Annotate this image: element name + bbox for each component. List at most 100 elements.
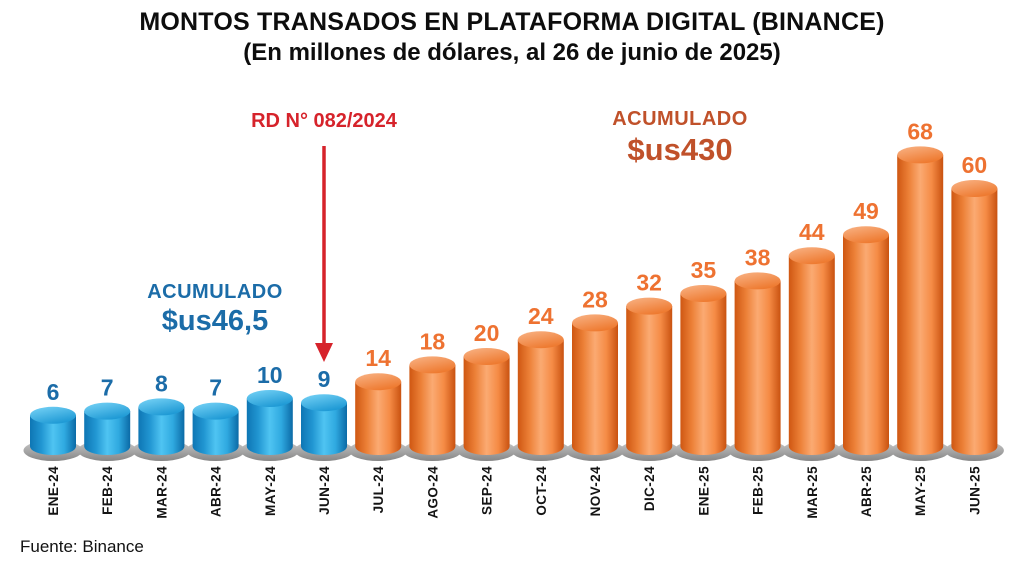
bar-value-label: 28 (582, 286, 608, 312)
bar-cylinder-body (680, 293, 727, 455)
bar-sep-24: 20 SEP-24 (457, 320, 517, 515)
bar-month-label: FEB-25 (751, 466, 766, 515)
bar-cylinder-body (301, 402, 347, 455)
bar-value-label: 10 (257, 362, 283, 388)
bar-value-label: 8 (155, 370, 168, 396)
bar-cylinder-body (138, 406, 185, 455)
bar-cylinder-body (517, 339, 564, 455)
accumulated-blue-annotation: ACUMULADO $us46,5 (95, 281, 335, 338)
bar-value-label: 24 (528, 303, 554, 329)
decree-annotation: RD N° 082/2024 (251, 110, 397, 132)
bar-value-label: 49 (853, 198, 879, 224)
bar-may-25: 68 MAY-25 (890, 118, 950, 516)
bar-oct-24: 24 OCT-24 (511, 303, 571, 516)
bar-month-label: OCT-24 (534, 466, 549, 516)
bar-cylinder-body (788, 255, 835, 455)
accumulated-orange-label: ACUMULADO (612, 108, 748, 130)
bar-cylinder-body (951, 188, 998, 455)
bar-cylinder-body (30, 415, 76, 455)
bar-cylinder-top (355, 373, 402, 391)
bar-cylinder-body (897, 154, 944, 455)
bar-cylinder-top (463, 348, 510, 365)
bar-value-label: 60 (962, 152, 988, 178)
bar-cylinder-top (680, 285, 727, 302)
bar-abr-25: 49 ABR-25 (836, 198, 896, 517)
bar-value-label: 44 (799, 219, 825, 245)
bar-cylinder-top (517, 331, 564, 349)
bar-cylinder-body (84, 411, 131, 455)
bar-value-label: 38 (745, 244, 771, 270)
bar-month-label: AGO-24 (425, 466, 440, 519)
bar-cylinder-top (951, 180, 998, 197)
bar-mar-24: 8 MAR-24 (131, 370, 191, 519)
bar-cylinder-top (192, 402, 239, 420)
bar-month-label: MAY-24 (263, 466, 278, 516)
decree-arrow (315, 146, 333, 362)
bar-month-label: JUL-24 (371, 466, 386, 514)
bar-month-label: MAR-24 (154, 466, 169, 519)
bar-month-label: ABR-24 (209, 466, 224, 517)
bar-month-label: SEP-24 (480, 466, 495, 515)
bar-cylinder-top (246, 390, 293, 407)
bar-month-label: MAY-25 (913, 466, 928, 516)
bar-cylinder-body (246, 398, 293, 455)
bar-cylinder-body (409, 364, 456, 455)
bar-month-label: ENE-25 (696, 466, 711, 516)
bar-month-label: NOV-24 (588, 466, 603, 517)
bar-ene-24: 6 ENE-24 (23, 379, 83, 516)
accumulated-orange-value: $us430 (627, 132, 733, 167)
bar-ene-25: 35 ENE-25 (673, 257, 733, 516)
bar-value-label: 7 (209, 375, 222, 401)
bar-cylinder-top (84, 402, 131, 420)
bar-value-label: 14 (365, 345, 391, 371)
bar-month-label: ABR-25 (859, 466, 874, 517)
bar-value-label: 7 (101, 375, 114, 401)
bar-mar-25: 44 MAR-25 (782, 219, 842, 519)
bar-cylinder-top (301, 394, 347, 412)
bar-feb-24: 7 FEB-24 (77, 375, 137, 515)
bar-jun-25: 60 JUN-25 (944, 152, 1004, 515)
chart-subtitle: (En millones de dólares, al 26 de junio … (243, 39, 781, 66)
bar-month-label: MAR-25 (805, 466, 820, 519)
bar-month-label: JUN-24 (317, 466, 332, 515)
bar-value-label: 68 (907, 118, 933, 144)
bar-feb-25: 38 FEB-25 (728, 244, 788, 515)
bar-may-24: 10 MAY-24 (240, 362, 300, 516)
bar-dic-24: 32 DIC-24 (619, 270, 679, 511)
bar-value-label: 32 (636, 270, 662, 296)
bar-cylinder-body (463, 356, 510, 455)
bar-cylinder-top (843, 226, 889, 244)
bar-value-label: 6 (47, 379, 60, 405)
bar-cylinder-top (788, 247, 835, 265)
bar-cylinder-body (572, 322, 618, 455)
bar-cylinder-body (843, 234, 889, 455)
decree-arrow-head (315, 343, 333, 362)
bar-month-label: JUN-25 (967, 466, 982, 515)
bar-cylinder-top (626, 297, 673, 315)
bar-value-label: 20 (474, 320, 500, 346)
source-note: Fuente: Binance (20, 537, 144, 556)
accumulated-blue-value: $us46,5 (161, 305, 269, 337)
bar-cylinder-body (355, 381, 402, 455)
bar-month-label: FEB-24 (100, 466, 115, 515)
bar-cylinder-body (192, 411, 239, 455)
bar-cylinder-top (30, 406, 76, 424)
bar-cylinder-top (138, 398, 185, 416)
bar-value-label: 18 (420, 328, 446, 354)
bar-jul-24: 14 JUL-24 (348, 345, 408, 514)
bar-ago-24: 18 AGO-24 (402, 328, 462, 519)
accumulated-blue-label: ACUMULADO (147, 281, 283, 303)
bar-cylinder-top (897, 146, 944, 164)
accumulated-orange-annotation: ACUMULADO $us430 (560, 108, 800, 168)
bar-month-label: DIC-24 (642, 466, 657, 511)
bar-cylinder-top (734, 272, 781, 290)
bar-jun-24: 9 JUN-24 (294, 366, 354, 515)
bar-cylinder-top (409, 356, 456, 374)
bar-month-label: ENE-24 (46, 466, 61, 516)
bar-abr-24: 7 ABR-24 (186, 375, 246, 517)
bar-value-label: 35 (691, 257, 717, 283)
bar-cylinder-top (572, 314, 618, 332)
chart-title: MONTOS TRANSADOS EN PLATAFORMA DIGITAL (… (139, 8, 885, 36)
